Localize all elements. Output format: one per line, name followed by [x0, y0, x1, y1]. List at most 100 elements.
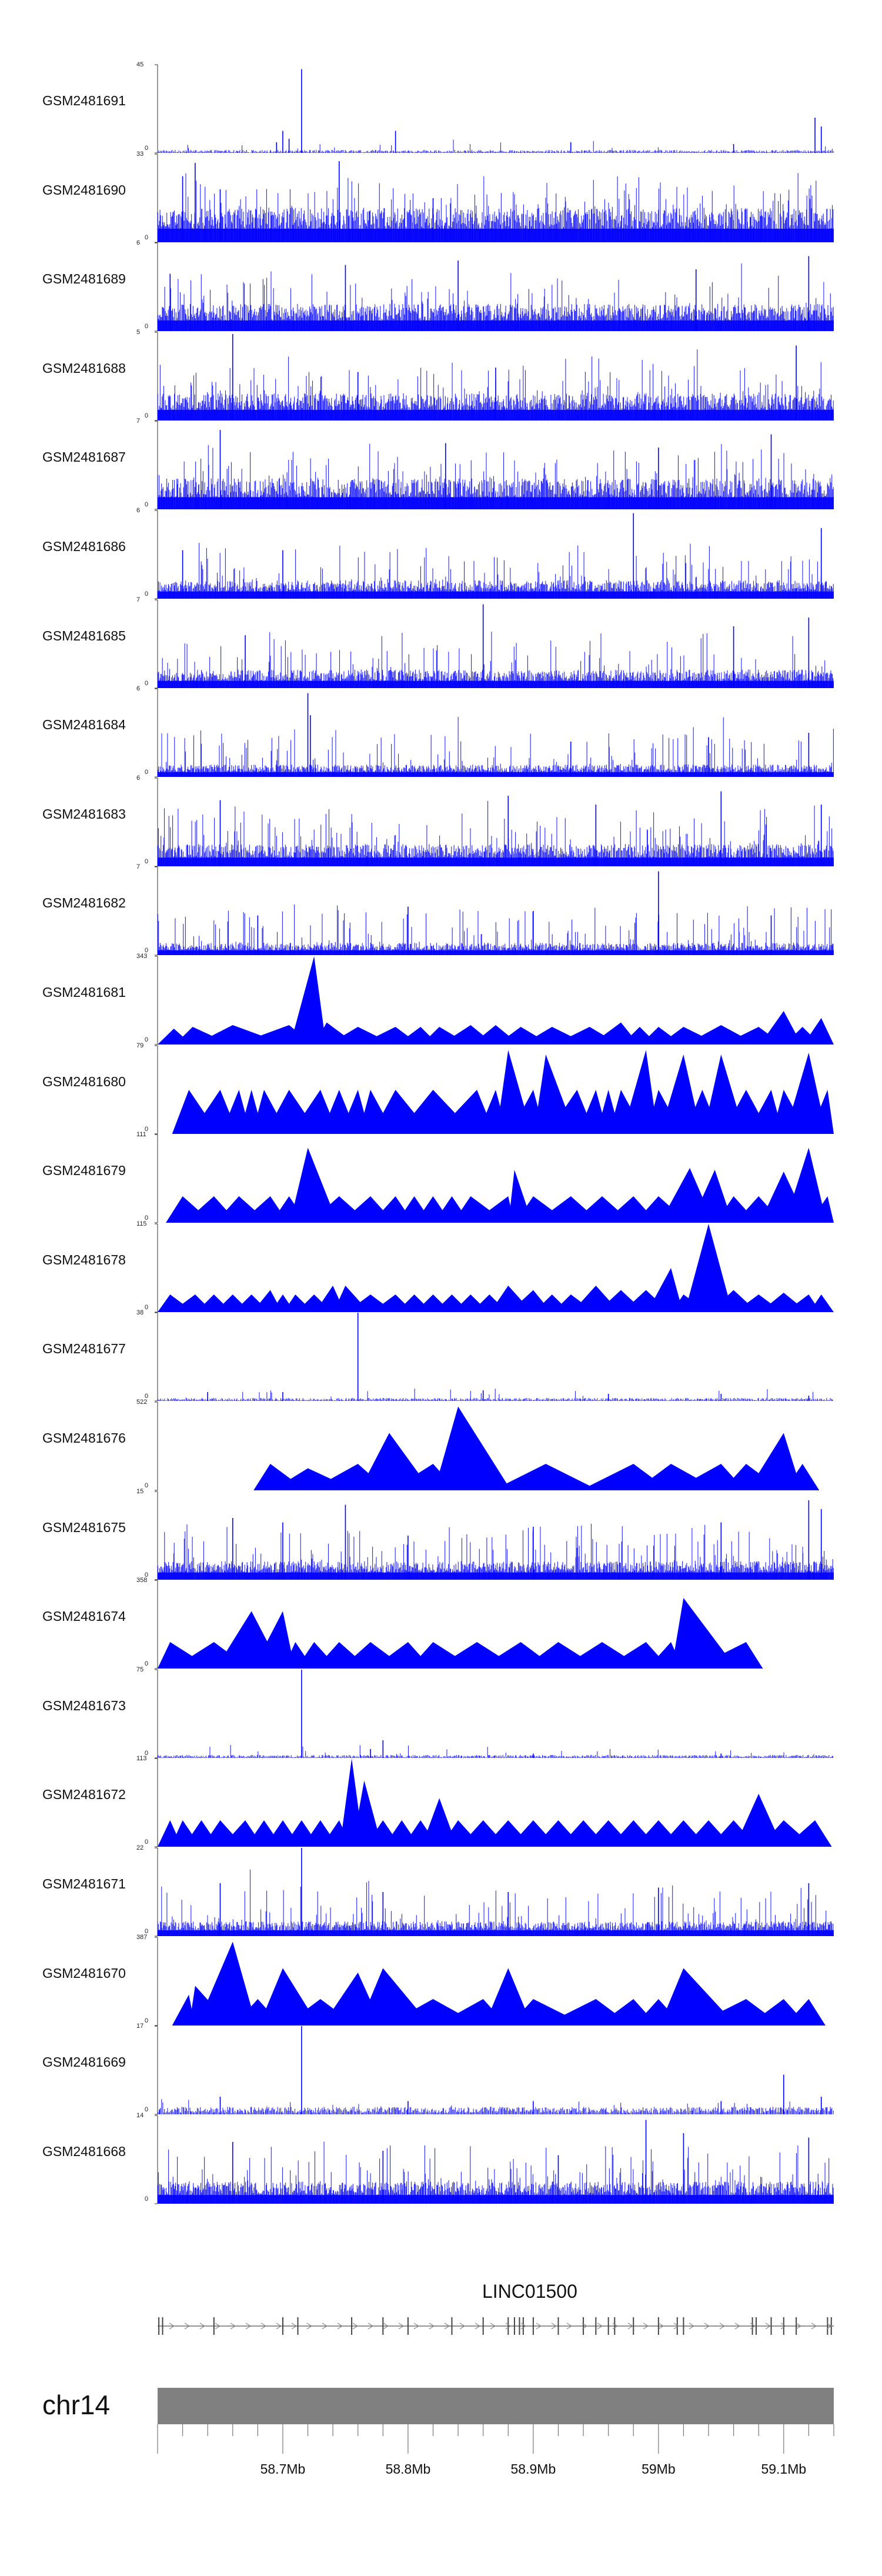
y-max-label: 33: [136, 150, 144, 158]
y-min-label: 0: [145, 412, 149, 419]
track-plot: [155, 1402, 820, 1491]
strand-arrow: [734, 2323, 741, 2330]
y-max-label: 387: [136, 1933, 148, 1941]
gene-label: LINC01500: [482, 2281, 577, 2302]
y-min-label: 0: [145, 590, 149, 598]
track-label: GSM2481686: [42, 539, 126, 554]
y-axis: [155, 2026, 158, 2115]
track-label: GSM2481672: [42, 1787, 126, 1803]
strand-arrow: [826, 2323, 833, 2330]
signal-baseline: [158, 772, 834, 778]
gene-model: [158, 2317, 834, 2335]
signal-peak: [671, 1598, 737, 1669]
strand-arrow: [383, 2323, 389, 2330]
y-max-label: 7: [136, 596, 141, 603]
track-plot: [155, 1758, 832, 1847]
signal-baseline: [158, 950, 834, 956]
track-label: GSM2481688: [42, 360, 126, 376]
track-GSM2481670: GSM2481670 387 0: [0, 1933, 882, 2026]
signal-bars: [158, 2099, 834, 2115]
y-max-label: 522: [136, 1399, 148, 1406]
y-max-label: 6: [136, 685, 141, 693]
track-label: GSM2481689: [42, 271, 126, 287]
track-plot: [155, 154, 834, 243]
track-plot: [155, 2115, 834, 2204]
y-max-label: 7: [136, 863, 141, 871]
signal-baseline: [158, 497, 834, 510]
axis-tick-label: 59.1Mb: [761, 2461, 807, 2477]
y-axis: [155, 1402, 158, 1491]
signal-baseline: [158, 680, 834, 688]
y-axis: [155, 956, 158, 1045]
track-plot: [155, 1312, 833, 1402]
strand-arrow: [643, 2323, 649, 2330]
signal-peak: [484, 1968, 532, 2026]
y-min-label: 0: [145, 2195, 149, 2203]
signal-bars: [158, 1389, 833, 1402]
signal-peak: [253, 1611, 295, 1669]
track-GSM2481674: GSM2481674 358 0: [0, 1577, 882, 1669]
axis-tick-label: 58.8Mb: [385, 2461, 431, 2477]
signal-peak: [172, 1994, 195, 2026]
y-axis: [155, 1134, 158, 1223]
axis-tick-label: 59Mb: [642, 2461, 676, 2477]
signal-bars: [157, 2141, 834, 2204]
track-GSM2481677: GSM2481677 38 0: [0, 1309, 882, 1402]
track-label: GSM2481674: [42, 1609, 126, 1624]
track-label: GSM2481691: [42, 93, 126, 108]
y-axis: [155, 1847, 158, 1937]
y-min-label: 0: [145, 769, 149, 776]
strand-arrow: [689, 2323, 695, 2330]
y-axis: [155, 2115, 158, 2204]
track-label: GSM2481684: [42, 717, 126, 733]
strand-arrow: [184, 2323, 191, 2330]
track-GSM2481685: GSM2481685 7 0: [0, 596, 882, 689]
track-label: GSM2481685: [42, 628, 126, 643]
track-label: GSM2481678: [42, 1252, 126, 1267]
track-GSM2481689: GSM2481689 6 0: [0, 239, 882, 332]
signal-peak: [359, 1433, 431, 1490]
signal-peak: [259, 1968, 319, 2026]
track-plot: [155, 1847, 834, 1937]
signal-peak: [693, 1642, 763, 1669]
y-axis: [155, 1312, 158, 1402]
y-min-label: 0: [145, 1036, 149, 1043]
strand-arrow: [429, 2323, 435, 2330]
strand-arrow: [215, 2323, 221, 2330]
signal-peak: [684, 1223, 733, 1312]
strand-arrow: [199, 2323, 206, 2330]
strand-arrow: [322, 2323, 328, 2330]
axis-tick-label: 58.9Mb: [510, 2461, 556, 2477]
signal-peak: [421, 1798, 457, 1847]
strand-arrow: [230, 2323, 236, 2330]
signal-peak: [435, 1089, 495, 1134]
strand-arrow: [398, 2323, 405, 2330]
track-plot: [155, 1045, 834, 1134]
signal-bars: [157, 1523, 834, 1580]
y-axis: [155, 866, 158, 956]
y-max-label: 115: [136, 1220, 147, 1227]
y-min-label: 0: [145, 1303, 149, 1311]
track-label: GSM2481690: [42, 182, 126, 198]
track-plot: [155, 242, 834, 332]
track-GSM2481672: GSM2481672 113 0: [0, 1755, 882, 1847]
tracks-container: GSM2481691 45 0 GSM2481690 33 0 GSM2481689 6 0 GS…: [0, 61, 882, 2204]
track-plot: [155, 1223, 834, 1313]
track-label: GSM2481682: [42, 895, 126, 911]
track-plot: [155, 866, 834, 956]
y-min-label: 0: [145, 2017, 149, 2024]
y-max-label: 6: [136, 239, 141, 247]
y-max-label: 22: [136, 1844, 144, 1851]
y-min-label: 0: [145, 1125, 149, 1133]
signal-peak: [784, 1147, 827, 1223]
strand-arrow: [566, 2323, 573, 2330]
strand-arrow: [612, 2323, 619, 2330]
track-plot: [155, 599, 834, 689]
y-min-label: 0: [145, 1214, 149, 1222]
signal-peak: [493, 1464, 599, 1490]
track-GSM2481669: GSM2481669 17 0: [0, 2023, 882, 2115]
signal-peak: [352, 1780, 382, 1847]
track-GSM2481684: GSM2481684 6 0: [0, 685, 882, 778]
strand-arrow: [169, 2323, 175, 2330]
y-axis: [155, 421, 158, 510]
